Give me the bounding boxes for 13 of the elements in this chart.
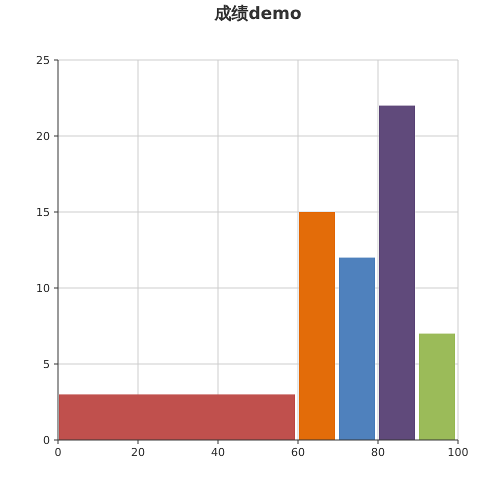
y-tick-label: 10 xyxy=(36,282,50,295)
x-tick-label: 40 xyxy=(211,446,225,459)
y-tick-label: 25 xyxy=(36,54,50,67)
x-tick-label: 0 xyxy=(54,446,62,459)
y-tick-label: 5 xyxy=(43,358,50,371)
x-tick-label: 60 xyxy=(291,446,305,459)
x-tick-label: 100 xyxy=(448,446,468,459)
y-tick-label: 15 xyxy=(36,206,50,219)
x-tick-label: 80 xyxy=(371,446,385,459)
y-tick-label: 0 xyxy=(43,434,50,447)
chart-title: 成绩demo xyxy=(213,4,302,24)
x-tick-label: 20 xyxy=(131,446,145,459)
y-tick-label: 20 xyxy=(36,130,50,143)
